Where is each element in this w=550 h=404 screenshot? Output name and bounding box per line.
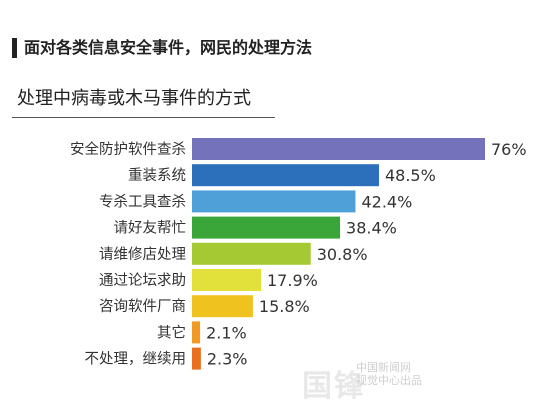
bar	[192, 347, 201, 370]
bar	[192, 138, 485, 160]
value-label: 76%	[491, 140, 527, 159]
watermark-logo: 国锋	[302, 369, 366, 404]
value-label: 2.1%	[206, 323, 247, 342]
bar	[192, 164, 379, 187]
bar	[192, 190, 356, 213]
bar	[192, 321, 201, 344]
bar	[192, 295, 253, 318]
category-label: 专杀工具查杀	[99, 193, 186, 210]
bar	[192, 269, 262, 291]
subtitle-underline	[12, 117, 275, 118]
value-label: 30.8%	[317, 245, 368, 264]
category-label: 重装系统	[128, 167, 186, 184]
bar	[192, 216, 341, 239]
category-label: 其它	[157, 323, 186, 341]
category-label: 安全防护软件查杀	[70, 140, 186, 158]
chart-subtitle: 处理中病毒或木马事件的方式	[17, 88, 251, 109]
category-label: 通过论坛求助	[99, 272, 186, 289]
category-label: 请好友帮忙	[114, 220, 187, 237]
category-label: 不处理，继续用	[85, 351, 187, 368]
value-label: 42.4%	[361, 192, 412, 211]
value-label: 48.5%	[385, 166, 436, 185]
value-label: 15.8%	[259, 297, 310, 316]
value-label: 38.4%	[346, 219, 397, 238]
category-label: 请维修店处理	[99, 246, 186, 263]
chart-title: 面对各类信息安全事件，网民的处理方法	[24, 38, 313, 57]
value-label: 17.9%	[267, 271, 318, 290]
title-accent-bar	[12, 38, 17, 58]
watermark-line-1: 中国新闻网	[356, 361, 411, 374]
bar	[192, 242, 311, 265]
value-label: 2.3%	[207, 350, 248, 369]
watermark-line-2: 视觉中心出品	[356, 374, 422, 387]
watermark-text: 中国新闻网 视觉中心出品	[356, 361, 422, 387]
category-label: 咨询软件厂商	[99, 298, 186, 315]
